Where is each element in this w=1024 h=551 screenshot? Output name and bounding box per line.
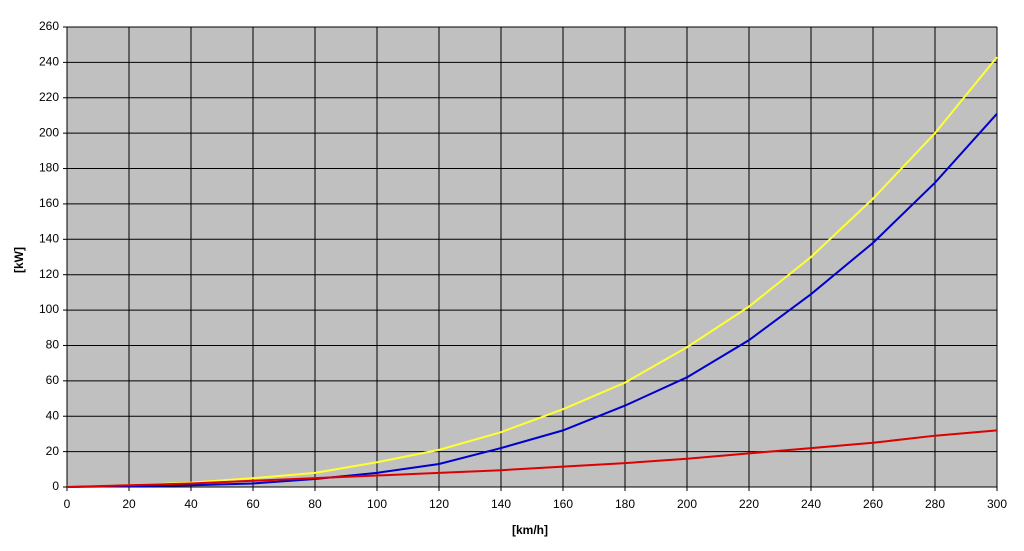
x-tick-label: 80 xyxy=(308,497,322,511)
y-tick-label: 100 xyxy=(39,302,59,316)
x-tick-label: 200 xyxy=(677,497,697,511)
y-tick-label: 20 xyxy=(46,444,60,458)
x-tick-label: 20 xyxy=(122,497,136,511)
y-axis-title: [kW] xyxy=(12,247,26,273)
x-tick-label: 240 xyxy=(801,497,821,511)
x-tick-label: 300 xyxy=(987,497,1007,511)
x-tick-label: 220 xyxy=(739,497,759,511)
y-tick-label: 40 xyxy=(46,408,60,422)
x-tick-label: 0 xyxy=(64,497,71,511)
y-tick-label: 80 xyxy=(46,338,60,352)
y-tick-label: 120 xyxy=(39,267,59,281)
x-tick-label: 280 xyxy=(925,497,945,511)
x-axis-title: [km/h] xyxy=(512,523,548,537)
x-tick-label: 180 xyxy=(615,497,635,511)
x-tick-label: 160 xyxy=(553,497,573,511)
x-tick-label: 40 xyxy=(184,497,198,511)
x-tick-label: 120 xyxy=(429,497,449,511)
plot-area xyxy=(67,27,997,487)
y-tick-label: 180 xyxy=(39,161,59,175)
series-line xyxy=(66,113,998,488)
y-tick-label: 140 xyxy=(39,231,59,245)
x-tick-label: 260 xyxy=(863,497,883,511)
series-line xyxy=(66,429,998,488)
y-tick-label: 220 xyxy=(39,90,59,104)
series-line xyxy=(66,56,998,488)
y-tick-label: 160 xyxy=(39,196,59,210)
y-tick-label: 0 xyxy=(52,479,59,493)
y-tick-label: 260 xyxy=(39,19,59,33)
y-tick-label: 200 xyxy=(39,125,59,139)
y-tick-label: 240 xyxy=(39,55,59,69)
y-tick-label: 60 xyxy=(46,373,60,387)
x-tick-label: 60 xyxy=(246,497,260,511)
x-tick-label: 100 xyxy=(367,497,387,511)
x-tick-label: 140 xyxy=(491,497,511,511)
